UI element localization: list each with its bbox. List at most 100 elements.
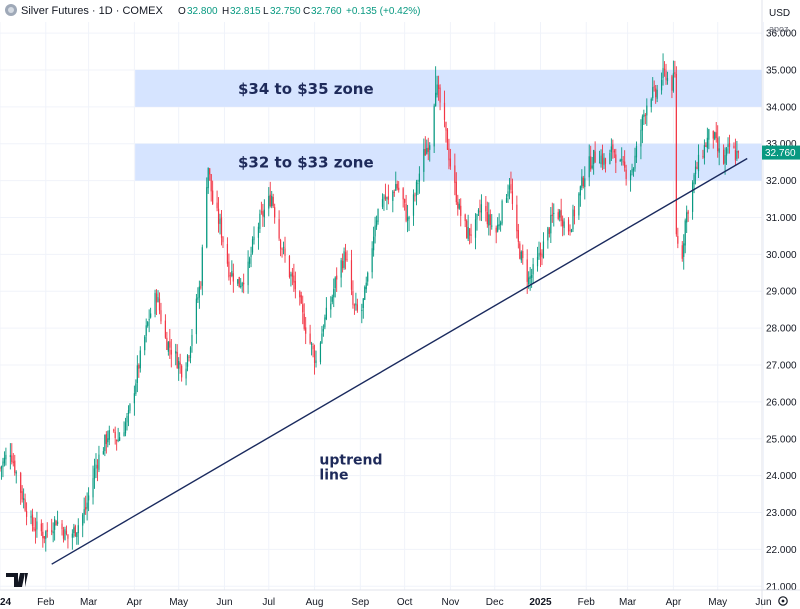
candle-body bbox=[406, 217, 409, 221]
candle-body bbox=[559, 210, 561, 218]
candle-body bbox=[88, 495, 90, 501]
candle-body bbox=[470, 234, 472, 237]
candle-body bbox=[262, 211, 264, 217]
candle-body bbox=[195, 298, 198, 335]
candle-body bbox=[550, 214, 552, 234]
candle-body bbox=[2, 461, 4, 467]
y-tick-label: 28.000 bbox=[766, 324, 797, 335]
candle-body bbox=[557, 212, 559, 219]
candle-body bbox=[67, 534, 69, 539]
candle-body bbox=[495, 227, 497, 233]
candle-body bbox=[51, 530, 53, 532]
x-tick-label: 2024 bbox=[0, 597, 12, 608]
candle-body bbox=[650, 98, 652, 108]
candle-body bbox=[126, 415, 128, 423]
currency-label[interactable]: USD bbox=[769, 8, 790, 19]
candle-body bbox=[343, 251, 345, 268]
candle-body bbox=[139, 350, 141, 369]
tradingview-logo[interactable] bbox=[6, 573, 28, 587]
candle-body bbox=[342, 260, 344, 269]
candle-body bbox=[237, 279, 239, 284]
candle-body bbox=[64, 528, 66, 541]
candle-body bbox=[547, 227, 549, 241]
candle-body bbox=[33, 527, 35, 530]
high-value: 32.815 bbox=[230, 6, 261, 17]
candle-body bbox=[489, 214, 491, 225]
low-label: L bbox=[263, 6, 269, 17]
open-label: O bbox=[178, 6, 186, 17]
candle-body bbox=[86, 502, 88, 509]
close-value: 32.760 bbox=[311, 6, 342, 17]
candle-body bbox=[175, 351, 177, 354]
candle-body bbox=[365, 282, 367, 290]
candle-body bbox=[508, 185, 511, 190]
candle-body bbox=[644, 115, 646, 116]
candle-body bbox=[457, 201, 459, 209]
candle-body bbox=[206, 187, 208, 248]
candle-body bbox=[220, 217, 223, 238]
candle-body bbox=[681, 245, 683, 259]
candle-body bbox=[71, 533, 73, 538]
candle-body bbox=[76, 532, 78, 538]
candle-body bbox=[250, 254, 252, 258]
candle-body bbox=[5, 454, 7, 460]
symbol-title[interactable]: Silver Futures · 1D · COMEX bbox=[21, 5, 163, 17]
candle-body bbox=[536, 256, 539, 267]
candle-body bbox=[727, 144, 729, 147]
x-tick-label: Jun bbox=[216, 597, 232, 608]
candle-body bbox=[671, 76, 673, 91]
candle-body bbox=[374, 225, 376, 237]
candle-body bbox=[429, 145, 431, 150]
candle-body bbox=[666, 78, 669, 82]
candle-body bbox=[528, 277, 530, 285]
candle-body bbox=[362, 298, 364, 308]
candle-body bbox=[127, 410, 130, 414]
candle-body bbox=[291, 272, 293, 277]
candle-body bbox=[302, 304, 304, 313]
price-axis[interactable]: 36.000 35.000 34.000 33.000 32.000 31.000 30.0… bbox=[761, 0, 800, 609]
candle-body bbox=[98, 454, 100, 470]
candle-body bbox=[579, 186, 581, 196]
candle-body bbox=[375, 220, 378, 227]
candle-body bbox=[96, 465, 99, 469]
candle-body bbox=[138, 365, 140, 369]
candle-body bbox=[186, 355, 189, 367]
uptrend-line[interactable] bbox=[51, 157, 748, 565]
candle-body bbox=[570, 229, 573, 232]
candle-body bbox=[404, 198, 406, 203]
candle-body bbox=[282, 246, 285, 248]
candle-body bbox=[498, 224, 500, 227]
candle-body bbox=[179, 362, 181, 365]
candle-body bbox=[355, 303, 357, 306]
candle-body bbox=[706, 137, 708, 149]
candle-body bbox=[691, 182, 694, 212]
candle-body bbox=[200, 286, 202, 288]
annotation-text: uptrend bbox=[319, 453, 382, 469]
candle-body bbox=[263, 209, 265, 218]
candle-body bbox=[733, 145, 735, 149]
y-tick-label: 34.000 bbox=[766, 102, 797, 113]
zone-rect[interactable] bbox=[135, 69, 763, 107]
candle-body bbox=[240, 285, 242, 287]
candle-body bbox=[34, 528, 37, 532]
candle-body bbox=[634, 155, 636, 169]
candle-body bbox=[427, 147, 429, 152]
candle-body bbox=[414, 195, 416, 197]
candle-body bbox=[560, 210, 562, 221]
candle-body bbox=[281, 248, 283, 250]
candle-body bbox=[435, 92, 437, 107]
candle-body bbox=[322, 328, 325, 332]
time-axis[interactable]: 2024 Feb Mar Apr May Jun Jul Aug Sep Oct Nov Dec 202… bbox=[0, 589, 800, 608]
gear-icon[interactable] bbox=[778, 596, 788, 606]
candle-body bbox=[381, 199, 384, 207]
candle-body bbox=[539, 252, 542, 256]
candle-body bbox=[104, 434, 106, 452]
candle-body bbox=[516, 204, 518, 232]
candle-body bbox=[222, 237, 224, 243]
currency-option[interactable]: apoz bbox=[769, 24, 789, 34]
candle-body bbox=[167, 342, 169, 352]
candle-body bbox=[474, 219, 477, 238]
candle-body bbox=[293, 275, 295, 283]
candle-body bbox=[313, 350, 316, 364]
